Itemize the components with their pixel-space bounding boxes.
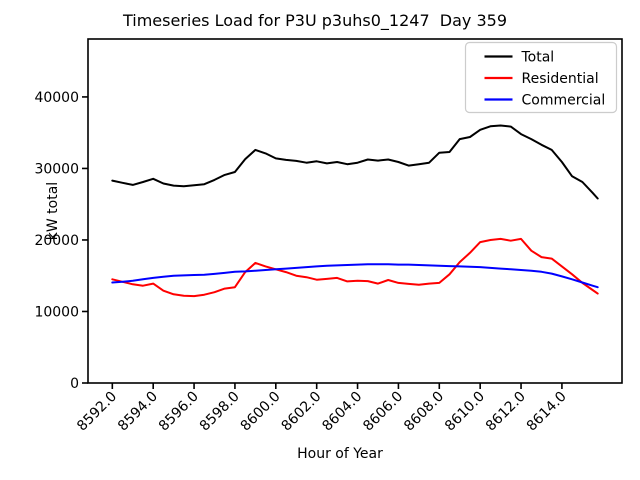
- chart-title: Timeseries Load for P3U p3uhs0_1247 Day …: [122, 11, 507, 31]
- axes-frame: [87, 38, 623, 384]
- series-line-total: [111, 124, 599, 200]
- x-tick-label: 8592.0: [74, 389, 120, 435]
- legend-label-total: Total: [521, 50, 555, 66]
- x-axis-label: Hour of Year: [297, 446, 383, 462]
- legend-label-residential: Residential: [522, 71, 599, 87]
- plot-area-border: [87, 38, 623, 384]
- x-tick-label: 8602.0: [279, 389, 325, 435]
- series-line-residential: [111, 237, 599, 298]
- y-tick-label: 10000: [34, 304, 79, 320]
- y-tick-label: 30000: [34, 161, 79, 177]
- x-tick-label: 8600.0: [238, 389, 284, 435]
- x-tick-label: 8596.0: [156, 389, 202, 435]
- x-tick-label: 8606.0: [360, 389, 406, 435]
- y-tick-label: 0: [70, 376, 79, 392]
- legend: Total Residential Commercial: [464, 41, 618, 114]
- y-tick-label: 20000: [34, 233, 79, 249]
- y-tick-label: 40000: [34, 90, 79, 106]
- series-line-commercial: [111, 263, 599, 289]
- x-tick-label: 8608.0: [401, 389, 447, 435]
- x-tick-label: 8598.0: [197, 389, 243, 435]
- x-tick-label: 8604.0: [319, 389, 365, 435]
- x-tick-label: 8612.0: [483, 389, 529, 435]
- series-lines: [111, 124, 599, 298]
- legend-box: [464, 41, 618, 114]
- x-tick-label: 8614.0: [524, 389, 570, 435]
- x-tick-label: 8594.0: [115, 389, 161, 435]
- y-axis-label: kW total: [45, 182, 61, 240]
- legend-label-commercial: Commercial: [522, 93, 606, 109]
- x-tick-label: 8610.0: [442, 389, 488, 435]
